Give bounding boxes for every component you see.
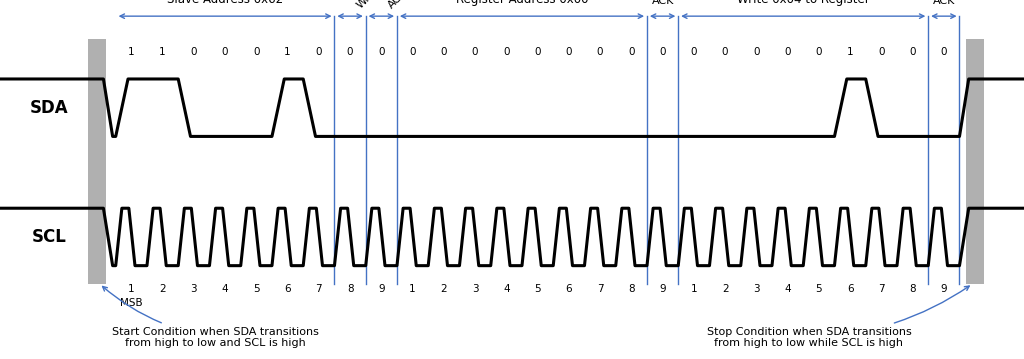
- Text: 5: 5: [535, 284, 541, 294]
- Text: 4: 4: [784, 284, 791, 294]
- Text: Write 0x04 to Register: Write 0x04 to Register: [737, 0, 869, 6]
- Text: 9: 9: [378, 284, 385, 294]
- Text: 1: 1: [847, 47, 853, 57]
- Text: 0: 0: [597, 47, 603, 57]
- Text: 6: 6: [847, 284, 853, 294]
- Text: 0: 0: [535, 47, 541, 57]
- Text: 0: 0: [753, 47, 760, 57]
- Text: 0: 0: [815, 47, 822, 57]
- Bar: [966, 39, 984, 284]
- Text: 7: 7: [878, 284, 885, 294]
- Text: 2: 2: [160, 284, 166, 294]
- Text: 0: 0: [315, 47, 323, 57]
- Text: 0: 0: [659, 47, 666, 57]
- Text: ACK: ACK: [933, 0, 955, 6]
- Text: 4: 4: [222, 284, 228, 294]
- Text: 0: 0: [503, 47, 510, 57]
- Text: 1: 1: [128, 47, 134, 57]
- Text: 0: 0: [784, 47, 791, 57]
- Text: 4: 4: [503, 284, 510, 294]
- Text: MSB: MSB: [120, 298, 142, 308]
- Text: 0: 0: [909, 47, 915, 57]
- Text: 0: 0: [941, 47, 947, 57]
- Text: SCL: SCL: [32, 228, 67, 246]
- Text: 6: 6: [565, 284, 572, 294]
- Text: 0: 0: [410, 47, 416, 57]
- Text: 7: 7: [597, 284, 603, 294]
- Text: 3: 3: [753, 284, 760, 294]
- Text: Slave Address 0x62: Slave Address 0x62: [167, 0, 284, 6]
- Text: 1: 1: [160, 47, 166, 57]
- Text: 5: 5: [253, 284, 260, 294]
- Text: 3: 3: [472, 284, 478, 294]
- Text: ACK: ACK: [651, 0, 674, 6]
- Text: 2: 2: [722, 284, 728, 294]
- Text: 1: 1: [128, 284, 134, 294]
- Text: 0: 0: [690, 47, 697, 57]
- Text: 0: 0: [565, 47, 572, 57]
- Text: 0: 0: [472, 47, 478, 57]
- Text: 0: 0: [347, 47, 353, 57]
- Text: 0: 0: [253, 47, 260, 57]
- Text: 8: 8: [628, 284, 635, 294]
- Text: 9: 9: [659, 284, 666, 294]
- Text: 1: 1: [285, 47, 291, 57]
- Text: Write: Write: [355, 0, 383, 11]
- Text: 1: 1: [410, 284, 416, 294]
- Text: Start Condition when SDA transitions
from high to low and SCL is high: Start Condition when SDA transitions fro…: [102, 286, 318, 348]
- Text: 0: 0: [879, 47, 885, 57]
- Text: Stop Condition when SDA transitions
from high to low while SCL is high: Stop Condition when SDA transitions from…: [707, 286, 970, 348]
- Text: 0: 0: [628, 47, 635, 57]
- Text: 2: 2: [440, 284, 447, 294]
- Text: 0: 0: [222, 47, 228, 57]
- Text: ACK: ACK: [386, 0, 410, 11]
- Text: 0: 0: [440, 47, 447, 57]
- Text: 9: 9: [941, 284, 947, 294]
- Text: Register Address 0x00: Register Address 0x00: [456, 0, 588, 6]
- Text: 7: 7: [315, 284, 323, 294]
- Text: 0: 0: [378, 47, 385, 57]
- Text: 5: 5: [815, 284, 822, 294]
- Text: 0: 0: [722, 47, 728, 57]
- Text: 6: 6: [285, 284, 291, 294]
- Text: 3: 3: [190, 284, 198, 294]
- Text: 8: 8: [347, 284, 353, 294]
- Text: SDA: SDA: [30, 99, 69, 117]
- Bar: [88, 39, 106, 284]
- Text: 8: 8: [909, 284, 915, 294]
- Text: 1: 1: [690, 284, 697, 294]
- Text: 0: 0: [190, 47, 197, 57]
